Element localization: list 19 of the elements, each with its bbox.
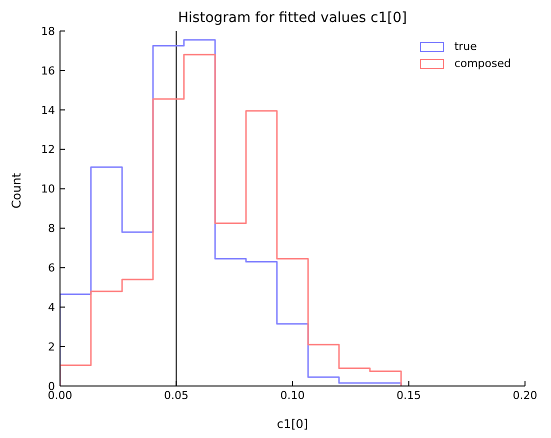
chart-title: Histogram for fitted values c1[0]: [177, 10, 408, 26]
y-tick-label: 2: [48, 340, 55, 354]
y-tick-label: 4: [48, 301, 55, 314]
x-axis-title: c1[0]: [276, 417, 308, 431]
x-tick-label: 0.05: [164, 388, 188, 402]
legend-label: true: [454, 40, 477, 53]
y-tick-label: 8: [48, 222, 55, 236]
x-tick-label: 0.10: [280, 388, 305, 402]
x-tick-label: 0.15: [396, 388, 421, 402]
y-tick-label: 10: [41, 182, 55, 196]
y-tick-label: 6: [48, 262, 55, 275]
x-tick-label: 0.00: [48, 388, 72, 402]
y-axis-title: Count: [9, 172, 24, 208]
y-tick-label: 12: [41, 143, 55, 156]
y-tick-label: 18: [41, 24, 55, 38]
y-tick-label: 14: [41, 104, 55, 117]
legend-label: composed: [454, 57, 511, 70]
y-tick-label: 16: [41, 64, 55, 78]
x-tick-label: 0.20: [512, 388, 538, 402]
